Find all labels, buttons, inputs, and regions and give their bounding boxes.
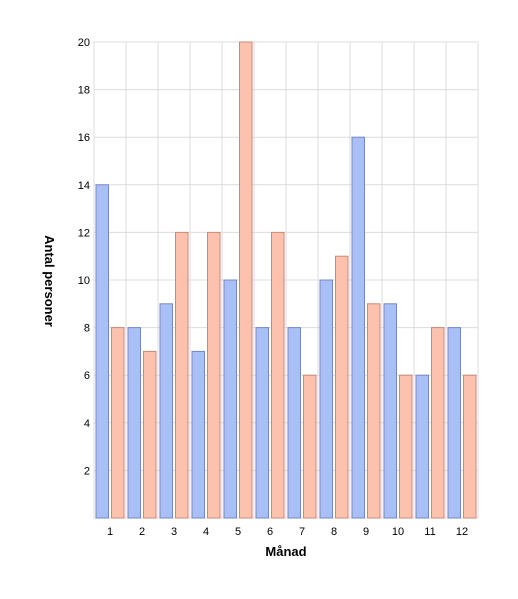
x-tick-label: 1 [107, 526, 113, 538]
bar-series-1-month-5 [223, 279, 237, 519]
x-tick-label: 8 [331, 526, 337, 538]
y-tick-label: 18 [78, 85, 90, 97]
bar-series-2-month-10 [399, 374, 413, 519]
bar-series-2-month-3 [175, 231, 189, 519]
x-tick-label: 6 [267, 526, 273, 538]
bar-series-1-month-7 [287, 327, 301, 519]
y-tick-label: 10 [78, 275, 90, 287]
bar-series-1-month-11 [415, 374, 429, 519]
bar-series-2-month-8 [335, 255, 349, 519]
bar-series-2-month-12 [463, 374, 477, 519]
bar-series-1-month-8 [319, 279, 333, 519]
x-tick-label: 12 [456, 526, 468, 538]
y-tick-label: 16 [78, 132, 90, 144]
y-tick-label: 8 [84, 323, 90, 335]
x-tick-label: 10 [392, 526, 404, 538]
bar-series-2-month-11 [431, 327, 445, 519]
grid [93, 41, 479, 519]
bar-series-2-month-7 [303, 374, 317, 519]
bar-series-1-month-2 [127, 327, 141, 519]
bar-series-2-month-2 [143, 350, 157, 519]
x-axis-title: Månad [265, 544, 306, 559]
bar-series-1-month-3 [159, 303, 173, 519]
bar-series-2-month-9 [367, 303, 381, 519]
y-tick-label: 12 [78, 227, 90, 239]
bar-series-1-month-1 [95, 184, 109, 519]
bar-series-2-month-5 [239, 41, 253, 519]
x-tick-label: 2 [139, 526, 145, 538]
bar-series-2-month-4 [207, 231, 221, 519]
bar-series-2-month-1 [111, 327, 125, 519]
bar-series-1-month-9 [351, 136, 365, 519]
bars [95, 41, 477, 519]
bar-series-1-month-10 [383, 303, 397, 519]
x-tick-label: 5 [235, 526, 241, 538]
y-tick-label: 14 [78, 180, 90, 192]
y-tick-label: 2 [84, 465, 90, 477]
y-axis-ticks: 2 4 6 8 10 12 14 16 18 20 [78, 37, 90, 477]
bar-series-2-month-6 [271, 231, 285, 519]
bar-series-1-month-4 [191, 350, 205, 519]
y-axis-title: Antal personer [42, 235, 57, 327]
x-tick-label: 9 [363, 526, 369, 538]
x-tick-label: 7 [299, 526, 305, 538]
y-tick-label: 20 [78, 37, 90, 49]
y-tick-label: 6 [84, 370, 90, 382]
x-tick-label: 3 [171, 526, 177, 538]
x-tick-label: 4 [203, 526, 209, 538]
bar-series-1-month-12 [447, 327, 461, 519]
y-tick-label: 4 [84, 418, 90, 430]
x-axis-ticks: 1 2 3 4 5 6 7 8 9 10 11 12 [107, 526, 468, 538]
x-tick-label: 11 [424, 526, 435, 538]
bar-series-1-month-6 [255, 327, 269, 519]
